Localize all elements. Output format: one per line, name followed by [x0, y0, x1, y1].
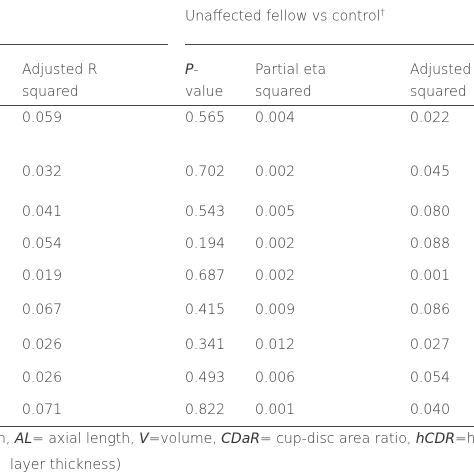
cell: 0.006 [255, 370, 296, 386]
header-text: squared [255, 84, 312, 100]
header-cell: Adjusted R [22, 61, 97, 79]
cell: 0.041 [22, 204, 63, 220]
cell: 0.088 [410, 236, 451, 252]
cell: 0.565 [185, 110, 226, 126]
cell: 0.040 [410, 402, 451, 418]
cell: 0.415 [185, 302, 226, 318]
cell: 0.001 [410, 268, 451, 284]
footnote: n, AL= axial length, V=volume, CDaR= cup… [0, 430, 474, 448]
footnote-text: n, [0, 431, 11, 447]
rule [0, 426, 474, 427]
header-text: squared [22, 84, 79, 100]
cell: 0.012 [255, 337, 296, 353]
cell: 0.002 [255, 268, 296, 284]
cell: 0.002 [255, 164, 296, 180]
header-text: P [185, 62, 194, 78]
footnote-text: V [139, 431, 149, 447]
cell: 0.341 [185, 337, 226, 353]
header-text: - [193, 62, 199, 78]
footnote-text: =hori [454, 431, 474, 447]
cell: 0.027 [410, 337, 451, 353]
header-text: Adjusted [410, 62, 472, 78]
cell: 0.045 [410, 164, 451, 180]
cell: 0.001 [255, 402, 296, 418]
cell: 0.702 [185, 164, 226, 180]
cell: 0.687 [185, 268, 226, 284]
footnote-text: hCDR [415, 431, 455, 447]
cell: 0.026 [22, 370, 63, 386]
cell: 0.054 [22, 236, 63, 252]
cell: 0.004 [255, 110, 296, 126]
rule [0, 105, 474, 106]
cell: 0.005 [255, 204, 296, 220]
footnote-text: =volume, [148, 431, 222, 447]
header-text: Adjusted R [22, 62, 98, 78]
cell: 0.059 [22, 110, 63, 126]
cell: 0.054 [410, 370, 451, 386]
footnote-text: = axial length, [32, 431, 140, 447]
cell: 0.543 [185, 204, 226, 220]
cell: 0.194 [185, 236, 226, 252]
cell: 0.019 [22, 268, 63, 284]
cell: 0.026 [22, 337, 63, 353]
header-cell: P- [185, 61, 199, 79]
header-cell: Adjusted [410, 61, 471, 79]
cell: 0.071 [22, 402, 63, 418]
footnote-text: = cup-disc area ratio, [260, 431, 416, 447]
cell: 0.493 [185, 370, 226, 386]
cell: 0.009 [255, 302, 296, 318]
cell: 0.822 [185, 402, 226, 418]
header-text: Partial eta [255, 62, 327, 78]
cell: 0.086 [410, 302, 451, 318]
cell: 0.002 [255, 236, 296, 252]
footnote: layer thickness) [10, 457, 122, 473]
header-text: value [185, 84, 224, 100]
cell: 0.080 [410, 204, 451, 220]
group-title-text: Unaffected fellow vs control [185, 8, 381, 25]
cell: 0.067 [22, 302, 63, 318]
rule [185, 44, 474, 45]
cell: 0.032 [22, 164, 63, 180]
footnote-text: CDaR [221, 431, 261, 447]
footnote-text: AL [14, 431, 33, 447]
header-cell: Partial eta [255, 61, 326, 79]
dagger: † [380, 8, 385, 18]
cell: 0.022 [410, 110, 451, 126]
rule [0, 44, 168, 45]
header-text: squared [410, 84, 467, 100]
group-title: Unaffected fellow vs control† [185, 4, 385, 26]
